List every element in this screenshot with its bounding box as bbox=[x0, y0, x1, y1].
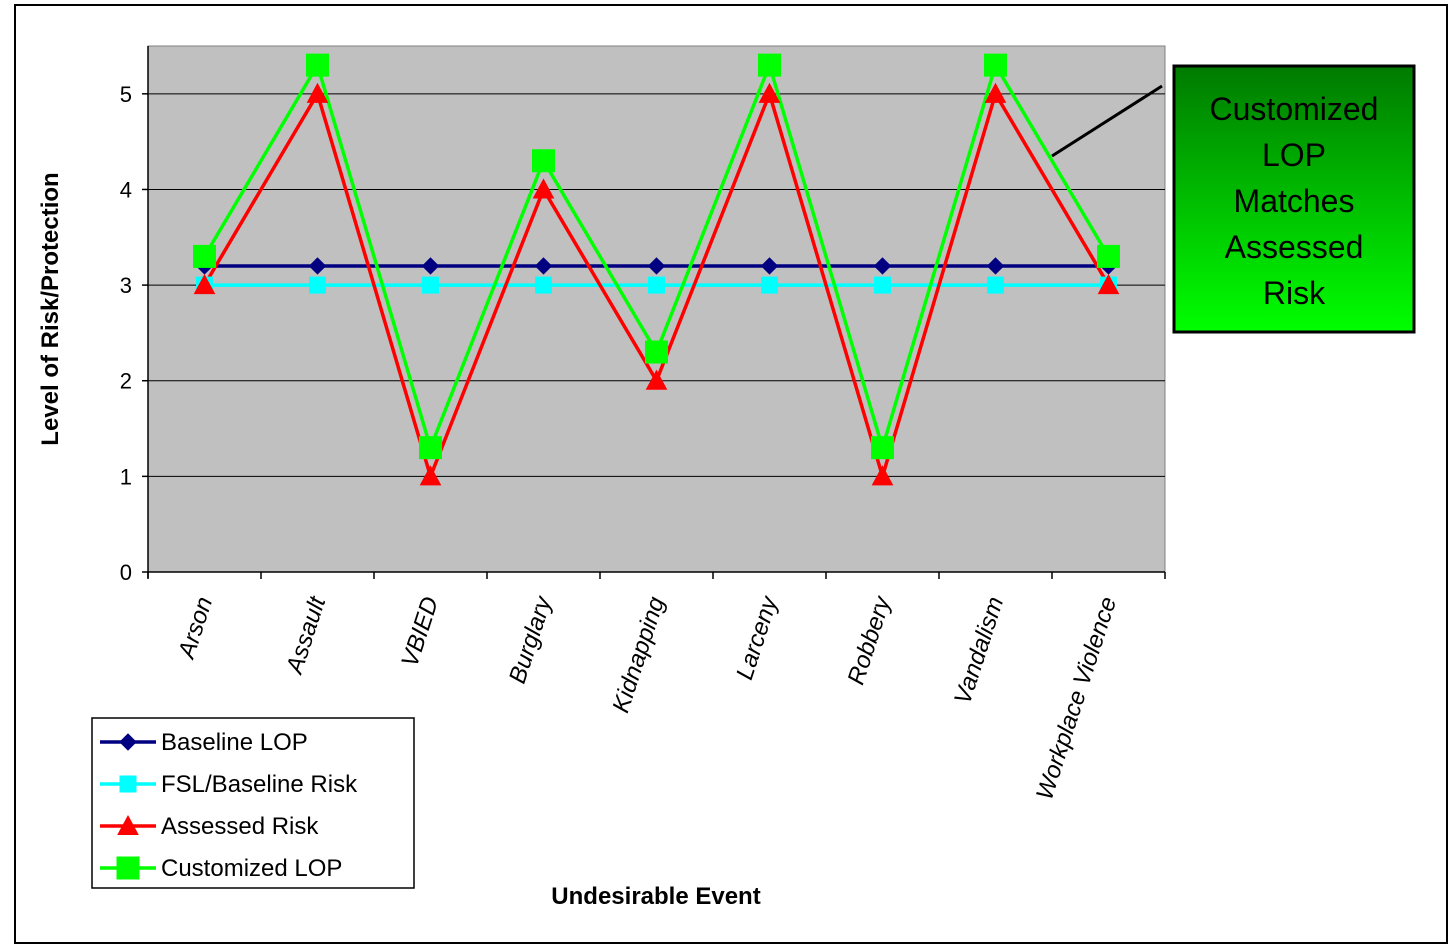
callout-text-line-0: Customized bbox=[1210, 91, 1379, 127]
series-2-point-2 bbox=[419, 465, 442, 486]
series-0-point-7 bbox=[986, 257, 1005, 275]
legend-label-3: Customized LOP bbox=[161, 855, 342, 882]
x-tick-label-2: VBIED bbox=[396, 594, 444, 671]
x-tick-label-8: Workplace Violence bbox=[1031, 594, 1122, 804]
legend-label-1: FSL/Baseline Risk bbox=[161, 771, 358, 798]
axes bbox=[142, 46, 1166, 579]
series-2-point-0 bbox=[193, 274, 216, 295]
legend-swatch-marker-2 bbox=[117, 814, 139, 835]
series-3-point-8 bbox=[1097, 244, 1120, 268]
series-0-point-6 bbox=[873, 257, 892, 275]
series-2-point-3 bbox=[532, 178, 555, 199]
callout-text-line-3: Assessed bbox=[1225, 229, 1364, 265]
series-0-point-4 bbox=[647, 257, 666, 275]
series-0-point-5 bbox=[760, 257, 779, 275]
y-tick-labels: 0 1 2 3 4 5 bbox=[120, 82, 132, 585]
legend-box bbox=[91, 717, 415, 889]
y-tick-label-1: 1 bbox=[120, 464, 132, 489]
annotation-callout: Customized LOP Matches Assessed Risk bbox=[1051, 64, 1416, 334]
y-tick-label-2: 2 bbox=[120, 369, 132, 394]
series-2-point-6 bbox=[871, 465, 894, 486]
legend: Baseline LOP FSL/Baseline Risk Assessed Ri… bbox=[91, 717, 415, 889]
x-tick-label-3: Burglary bbox=[504, 592, 558, 687]
series-3-point-0 bbox=[193, 244, 216, 268]
series-2-point-8 bbox=[1097, 274, 1120, 295]
series-2-point-7 bbox=[984, 82, 1007, 103]
series-1-point-2 bbox=[422, 276, 439, 294]
x-tick-label-6: Robbery bbox=[842, 592, 896, 689]
y-axis-title: Level of Risk/Protection bbox=[37, 172, 64, 445]
series-2-point-1 bbox=[306, 82, 329, 103]
callout-text-line-1: LOP bbox=[1262, 137, 1326, 173]
series-2-point-4 bbox=[645, 369, 668, 390]
series-2-point-5 bbox=[758, 82, 781, 103]
series-3-point-1 bbox=[306, 53, 329, 77]
y-tick-label-3: 3 bbox=[120, 273, 132, 298]
series-1-point-4 bbox=[648, 276, 665, 294]
legend-label-0: Baseline LOP bbox=[161, 729, 308, 756]
plot-area bbox=[147, 45, 1166, 573]
legend-swatch-marker-3 bbox=[116, 856, 140, 880]
y-tick-label-0: 0 bbox=[120, 560, 132, 585]
legend-swatch-marker-0 bbox=[119, 733, 137, 751]
series-0-point-2 bbox=[421, 257, 440, 275]
series-markers bbox=[193, 53, 1120, 486]
x-tick-label-1: Assault bbox=[281, 592, 332, 678]
series-1-point-7 bbox=[987, 276, 1004, 294]
y-tick-label-4: 4 bbox=[120, 177, 132, 202]
callout-text-line-4: Risk bbox=[1263, 275, 1326, 311]
series-1-point-5 bbox=[761, 276, 778, 294]
x-axis-title: Undesirable Event bbox=[551, 883, 760, 910]
series-1-point-3 bbox=[535, 276, 552, 294]
callout-pointer-line bbox=[1051, 84, 1163, 158]
series-3-point-7 bbox=[984, 53, 1007, 77]
x-tick-label-0: Arson bbox=[173, 594, 219, 664]
x-tick-label-5: Larceny bbox=[731, 592, 784, 683]
series-3-point-2 bbox=[419, 436, 442, 460]
series-1-point-1 bbox=[309, 276, 326, 294]
series-3-point-6 bbox=[871, 436, 894, 460]
callout-text-line-2: Matches bbox=[1234, 183, 1355, 219]
series-3-point-4 bbox=[645, 340, 668, 364]
x-tick-label-7: Vandalism bbox=[949, 594, 1009, 708]
series-1-point-6 bbox=[874, 276, 891, 294]
series-0-point-3 bbox=[534, 257, 553, 275]
series-3-point-3 bbox=[532, 149, 555, 173]
series-3-point-5 bbox=[758, 53, 781, 77]
y-tick-label-5: 5 bbox=[120, 82, 132, 107]
legend-swatch-marker-1 bbox=[119, 775, 137, 793]
series-0-point-1 bbox=[308, 257, 327, 275]
legend-label-2: Assessed Risk bbox=[161, 813, 319, 840]
x-tick-label-4: Kidnapping bbox=[607, 593, 670, 716]
callout-box bbox=[1172, 64, 1416, 334]
